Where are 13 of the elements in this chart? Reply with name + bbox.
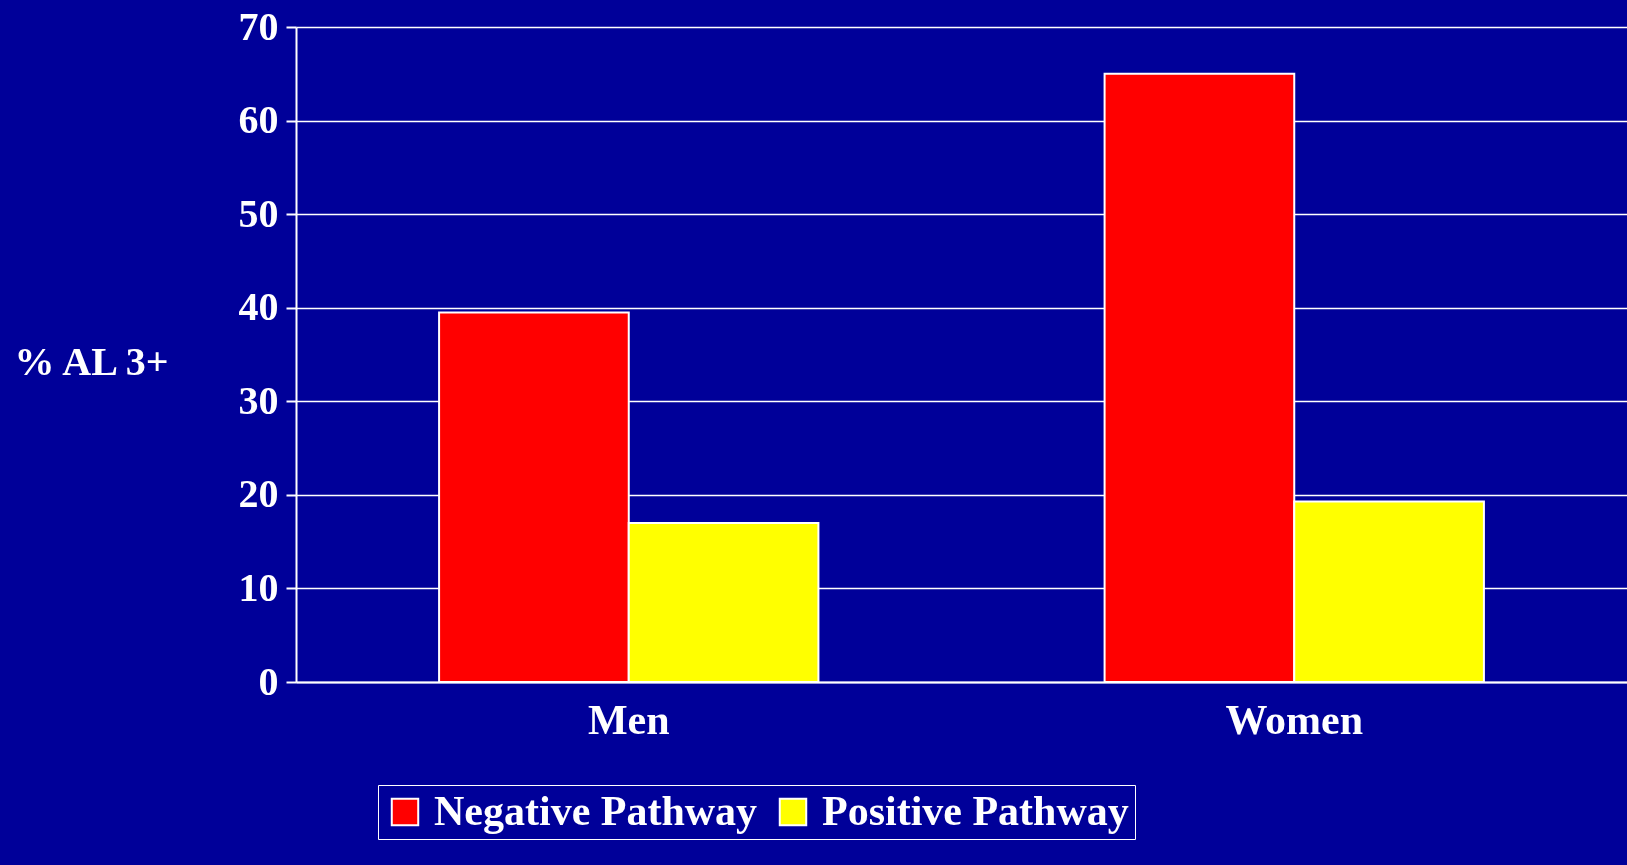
y-tick-label: 0	[258, 658, 279, 704]
x-tick-label: Women	[1225, 696, 1364, 743]
legend-label: Positive Pathway	[822, 788, 1129, 834]
y-tick-label: 40	[238, 284, 279, 330]
y-tick-label: 60	[238, 97, 279, 143]
legend-label: Negative Pathway	[434, 788, 758, 834]
y-axis-title: % AL 3+	[14, 338, 169, 384]
y-tick-label: 70	[238, 3, 279, 49]
y-tick-label: 30	[238, 377, 279, 423]
x-tick-label: Men	[587, 696, 670, 743]
y-tick-label: 20	[238, 471, 279, 517]
y-tick-label: 10	[238, 564, 279, 610]
y-tick-label: 50	[238, 190, 279, 236]
